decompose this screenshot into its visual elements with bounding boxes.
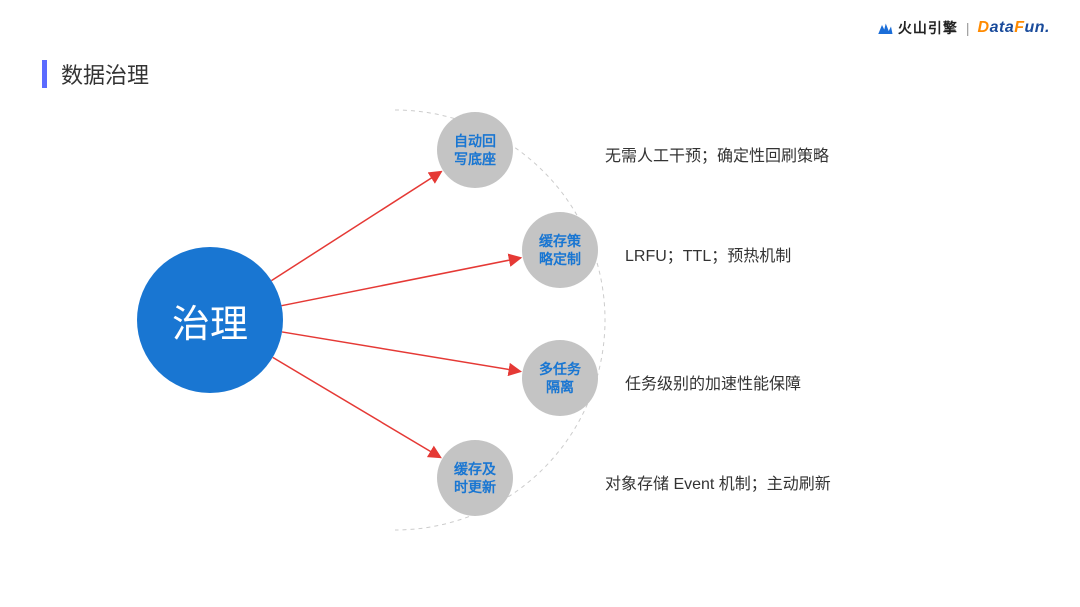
feature-node-0: 自动回写底座 <box>437 112 513 188</box>
title-accent-bar <box>42 60 47 88</box>
header-logos: 火山引擎 | DataFun. <box>876 18 1050 38</box>
slide-title: 数据治理 <box>42 58 149 90</box>
datafun-logo: DataFun. <box>978 19 1050 37</box>
feature-node-3: 缓存及时更新 <box>437 440 513 516</box>
volcano-icon <box>876 19 894 37</box>
feature-desc-0: 无需人工干预；确定性回刷策略 <box>605 142 829 166</box>
feature-desc-3: 对象存储 Event 机制；主动刷新 <box>605 470 831 494</box>
feature-node-1: 缓存策略定制 <box>522 212 598 288</box>
central-node: 治理 <box>137 247 283 393</box>
volcano-text: 火山引擎 <box>898 18 958 38</box>
feature-node-2: 多任务隔离 <box>522 340 598 416</box>
feature-desc-1: LRFU；TTL；预热机制 <box>625 242 791 266</box>
volcano-logo: 火山引擎 <box>876 18 958 38</box>
logo-separator: | <box>966 20 970 36</box>
title-text: 数据治理 <box>61 58 149 90</box>
feature-desc-2: 任务级别的加速性能保障 <box>625 370 801 394</box>
